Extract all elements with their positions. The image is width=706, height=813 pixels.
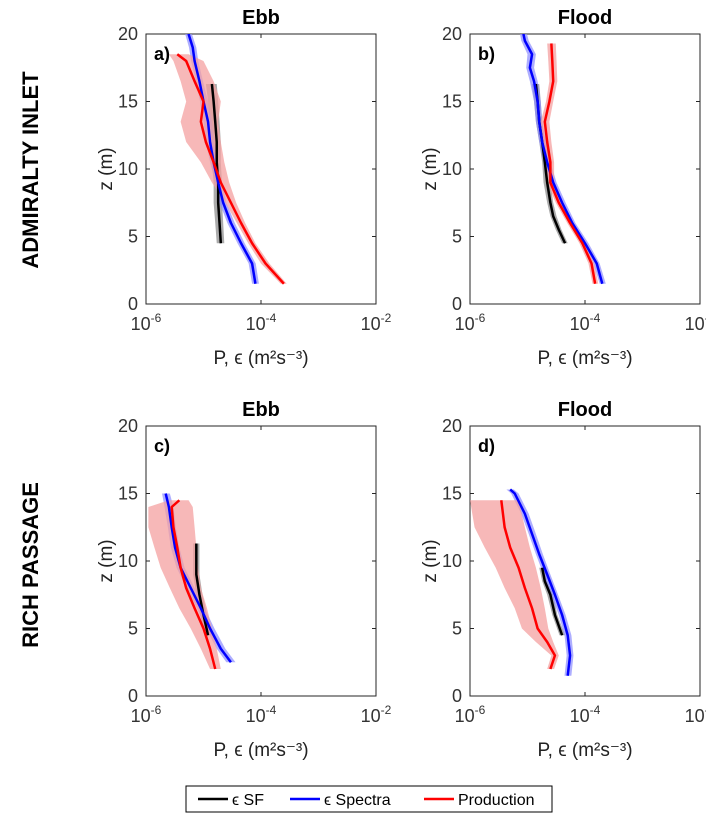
panel-title: Flood (558, 399, 612, 421)
y-tick-label: 15 (442, 92, 462, 112)
legend-label-production: Production (458, 792, 535, 809)
plot-area (148, 493, 236, 670)
y-tick-label: 15 (118, 92, 138, 112)
y-tick-label: 0 (452, 686, 462, 706)
y-tick-label: 5 (128, 619, 138, 639)
x-tick-label: 10-2 (685, 703, 706, 726)
y-tick-label: 10 (442, 551, 462, 571)
panel-c-rich-ebb: 0 5 10 15 20 10-6 10-4 10-2 Ebb c) z (m) P, ϵ (m²s⁻… (96, 399, 392, 761)
panel-d-rich-flood: 0 5 10 15 20 10-6 10-4 10-2 Flood d) z (m) P, ϵ (m²… (420, 399, 706, 761)
band-production (168, 54, 287, 284)
x-tick-label: 10-4 (246, 311, 277, 334)
x-tick-label: 10-4 (570, 703, 601, 726)
series-line-spectra (509, 488, 572, 676)
y-tick-label: 15 (442, 484, 462, 504)
y-tick-label: 0 (128, 294, 138, 314)
y-tick-label: 20 (442, 24, 462, 44)
series-line-sf (210, 83, 223, 244)
y-tick-label: 5 (452, 227, 462, 247)
x-tick-label: 10-6 (455, 703, 486, 726)
y-axis-label: z (m) (420, 539, 441, 582)
plot-area (168, 34, 287, 285)
plot-area (519, 34, 606, 285)
panel-a-admiralty-ebb: 0 5 10 15 20 10-6 10-4 10-2 Ebb a) z (m) P, ϵ (m²s⁻… (96, 7, 392, 369)
panel-tag: d) (478, 436, 495, 456)
panel-b-admiralty-flood: 0 5 10 15 20 10-6 10-4 10-2 Flood b) z (m) P, ϵ (m²… (420, 7, 706, 369)
legend: ϵ SF ϵ Spectra Production (185, 785, 553, 813)
y-tick-label: 0 (452, 294, 462, 314)
y-tick-label: 0 (128, 686, 138, 706)
x-tick-label: 10-2 (685, 311, 706, 334)
panel-tag: a) (154, 44, 170, 64)
panel-tag: c) (154, 436, 170, 456)
panel-title: Flood (558, 7, 612, 29)
plot-area (470, 488, 574, 676)
series-line-production (176, 53, 285, 285)
y-tick-label: 10 (118, 551, 138, 571)
legend-label-spectra: ϵ Spectra (324, 792, 391, 809)
band-spectra (519, 34, 606, 284)
series-line-production (500, 500, 557, 670)
y-tick-label: 20 (118, 416, 138, 436)
series-line-production (170, 499, 217, 670)
x-tick-label: 10-2 (361, 703, 392, 726)
y-axis-label: z (m) (96, 539, 117, 582)
x-tick-label: 10-6 (131, 703, 162, 726)
x-tick-label: 10-2 (361, 311, 392, 334)
legend-label-sf: ϵ SF (232, 792, 264, 809)
x-axis-label: P, ϵ (m²s⁻³) (213, 348, 308, 369)
x-axis-label: P, ϵ (m²s⁻³) (537, 348, 632, 369)
y-tick-label: 20 (118, 24, 138, 44)
x-tick-label: 10-6 (455, 311, 486, 334)
series-line-spectra (187, 34, 257, 284)
y-tick-label: 20 (442, 416, 462, 436)
row-label-admiralty-inlet: ADMIRALTY INLET (18, 71, 43, 269)
legend-box (185, 785, 553, 813)
y-tick-label: 5 (128, 227, 138, 247)
panel-title: Ebb (242, 7, 280, 29)
band-production (540, 43, 599, 284)
band-spectra (506, 489, 574, 676)
plot-frame (469, 33, 701, 305)
y-tick-label: 5 (452, 619, 462, 639)
series-line-spectra (522, 34, 604, 285)
y-axis-label: z (m) (96, 147, 117, 190)
x-axis-label: P, ϵ (m²s⁻³) (537, 740, 632, 761)
series-line-production (543, 43, 597, 284)
series-line-sf (540, 567, 564, 636)
x-tick-label: 10-4 (246, 703, 277, 726)
x-tick-label: 10-4 (570, 311, 601, 334)
series-line-spectra (164, 493, 232, 664)
x-tick-label: 10-6 (131, 311, 162, 334)
panel-title: Ebb (242, 399, 280, 421)
x-axis-label: P, ϵ (m²s⁻³) (213, 740, 308, 761)
y-tick-label: 15 (118, 484, 138, 504)
row-label-rich-passage: RICH PASSAGE (18, 482, 43, 648)
y-tick-label: 10 (118, 159, 138, 179)
panel-tag: b) (478, 44, 495, 64)
y-axis-label: z (m) (420, 147, 441, 190)
y-tick-label: 10 (442, 159, 462, 179)
